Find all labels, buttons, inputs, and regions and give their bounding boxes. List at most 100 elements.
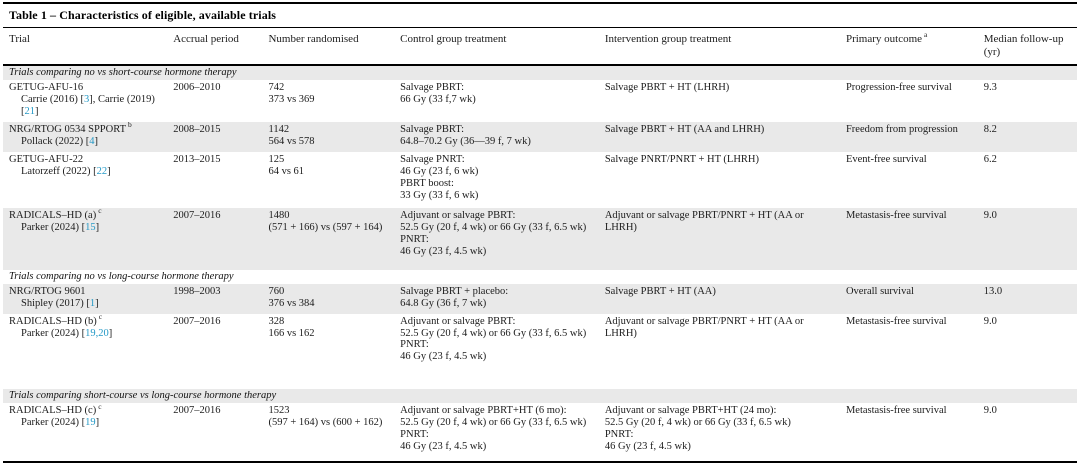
number-randomised-cell-line: 760 [268, 285, 285, 297]
control-treatment-cell-line: Adjuvant or salvage PBRT+HT (6 mo): [400, 405, 567, 417]
number-randomised-cell: 328 166 vs 162 [268, 314, 400, 390]
col-header-accrual-period: Accrual period [173, 28, 269, 67]
primary-outcome-cell: Metastasis-free survival [845, 209, 947, 221]
citation-ref-link[interactable]: 4 [89, 135, 95, 147]
trial-row: GETUG-AFU-22 Latorzeff (2022) [22] 2013–20… [3, 152, 1077, 208]
intervention-treatment-cell-line: Salvage PBRT + HT (LHRH) [604, 82, 730, 94]
control-treatment-cell-line: 66 Gy (33 f,7 wk) [400, 94, 476, 105]
trial-cell: RADICALS–HD (a) c Parker (2024) [15] [3, 207, 173, 270]
col-header-intervention-group: Intervention group treatment [604, 28, 846, 67]
median-followup-cell: 9.0 [983, 209, 997, 221]
accrual-period-cell: 2006–2010 [173, 82, 221, 94]
number-randomised-cell-line: 328 [268, 315, 285, 327]
control-treatment-cell-line: 64.8–70.2 Gy (36—39 f, 7 wk) [400, 135, 531, 147]
control-treatment-cell: Salvage PNRT: 46 Gy (23 f, 6 wk) PBRT boos… [400, 152, 605, 208]
number-randomised-cell-line: 1480 [268, 209, 290, 221]
control-treatment-cell-line: 46 Gy (23 f, 6 wk) [400, 165, 479, 177]
intervention-treatment-cell-line: Adjuvant or salvage PBRT+HT (24 mo): [604, 405, 777, 417]
control-treatment-cell-line: 52.5 Gy (20 f, 4 wk) or 66 Gy (33 f, 6.5… [400, 221, 587, 233]
trial-citation: Pollack (2022) [4] [21, 135, 98, 147]
footnote-marker-a: a [924, 30, 928, 40]
control-treatment-cell: Salvage PBRT: 66 Gy (33 f,7 wk) [400, 80, 605, 122]
median-followup-cell: 9.3 [983, 82, 997, 94]
control-treatment-cell: Adjuvant or salvage PBRT: 52.5 Gy (20 f, … [400, 208, 605, 270]
trial-row: GETUG-AFU-16 Carrie (2016) [3], Carrie (2… [3, 80, 1077, 122]
number-randomised-cell: 760 376 vs 384 [268, 284, 400, 314]
intervention-treatment-cell-line: Salvage PBRT + HT (AA and LHRH) [604, 123, 765, 135]
intervention-treatment-cell-line: 46 Gy (23 f, 4.5 wk) [604, 441, 691, 453]
intervention-treatment-cell-line: PNRT: [604, 429, 634, 441]
number-randomised-cell-line: (571 + 166) vs (597 + 164) [268, 221, 383, 233]
accrual-period-cell: 2007–2016 [173, 405, 221, 417]
intervention-treatment-cell-line: Adjuvant or salvage PBRT/PNRT + HT (AA o… [604, 209, 804, 233]
number-randomised-cell: 1480 (571 + 166) vs (597 + 164) [268, 208, 400, 270]
number-randomised-cell: 1523 (597 + 164) vs (600 + 162) [268, 403, 400, 462]
col-header-trial: Trial [3, 28, 174, 67]
section-header-row: Trials comparing no vs short-course horm… [3, 65, 1077, 81]
trial-citation: Carrie (2016) [3], Carrie (2019) [21] [21, 94, 155, 117]
control-treatment-cell-line: 33 Gy (33 f, 6 wk) [400, 189, 479, 201]
citation-ref-link[interactable]: 22 [96, 165, 108, 177]
control-treatment-cell: Adjuvant or salvage PBRT: 52.5 Gy (20 f, … [400, 314, 605, 390]
number-randomised-cell-line: 125 [268, 153, 285, 165]
control-treatment-cell-line: Salvage PBRT + placebo: [400, 285, 509, 297]
number-randomised-cell-line: 742 [268, 82, 285, 94]
primary-outcome-label: Primary outcome [845, 33, 923, 45]
table-header: Trial Accrual period Number randomised C… [3, 28, 1077, 67]
trial-name: GETUG-AFU-16 [9, 82, 84, 94]
table-body: Trials comparing no vs short-course horm… [3, 65, 1077, 463]
number-randomised-cell: 125 64 vs 61 [268, 152, 400, 208]
control-treatment-cell-line: 52.5 Gy (20 f, 4 wk) or 66 Gy (33 f, 6.5… [400, 327, 587, 339]
trial-cell: RADICALS–HD (b) c Parker (2024) [19,20] [3, 312, 173, 390]
intervention-treatment-cell: Salvage PBRT + HT (AA and LHRH) [605, 122, 846, 152]
citation-ref-link[interactable]: 19,20 [85, 327, 109, 339]
trials-table: Table 1 – Characteristics of eligible, a… [3, 2, 1077, 463]
control-treatment-cell-line: Salvage PNRT: [400, 153, 465, 165]
intervention-treatment-cell: Salvage PBRT + HT (AA) [605, 284, 846, 314]
number-randomised-cell-line: 376 vs 384 [268, 297, 315, 309]
table-title: Table 1 – Characteristics of eligible, a… [3, 2, 1077, 28]
section-label: Trials comparing short-course vs long-co… [9, 390, 277, 402]
median-followup-cell: 9.0 [983, 405, 997, 417]
primary-outcome-cell: Overall survival [845, 285, 914, 297]
number-randomised-cell-line: 166 vs 162 [268, 327, 315, 339]
trial-row: NRG/RTOG 0534 SPPORT b Pollack (2022) [4] 2… [3, 121, 1077, 152]
trial-name: RADICALS–HD (b) c [9, 312, 103, 327]
section-label: Trials comparing no vs short-course horm… [9, 67, 237, 79]
number-randomised-cell-line: 373 vs 369 [268, 94, 315, 105]
trial-citation: Parker (2024) [19,20] [21, 327, 113, 339]
citation-ref-link[interactable]: 1 [89, 297, 96, 309]
control-treatment-cell: Adjuvant or salvage PBRT+HT (6 mo): 52.5 … [400, 403, 605, 462]
intervention-treatment-cell-line: Salvage PBRT + HT (AA) [604, 285, 716, 297]
accrual-period-cell: 1998–2003 [173, 285, 221, 297]
primary-outcome-cell: Metastasis-free survival [845, 405, 947, 417]
control-treatment-cell-line: Salvage PBRT: [400, 123, 465, 135]
trial-name: RADICALS–HD (c) c [9, 401, 102, 417]
citation-ref-link[interactable]: 21 [24, 105, 36, 117]
col-header-primary-outcome: Primary outcome a [845, 28, 984, 67]
trial-citation: Parker (2024) [15] [21, 221, 100, 233]
col-header-median-followup: Median follow-up (yr) [983, 28, 1077, 67]
trial-citation: Latorzeff (2022) [22] [21, 165, 111, 177]
citation-ref-link[interactable]: 19 [85, 417, 96, 429]
control-treatment-cell-line: 46 Gy (23 f, 4.5 wk) [400, 441, 487, 453]
control-treatment-cell-line: 52.5 Gy (20 f, 4 wk) or 66 Gy (33 f, 6.5… [400, 417, 587, 429]
trial-cell: NRG/RTOG 0534 SPPORT b Pollack (2022) [4] [3, 121, 173, 152]
median-followup-cell: 13.0 [983, 285, 1003, 297]
citation-ref-link[interactable]: 15 [85, 221, 96, 233]
trial-row: RADICALS–HD (b) c Parker (2024) [19,20] 200… [3, 312, 1077, 390]
number-randomised-cell-line: 64 vs 61 [268, 165, 305, 177]
control-treatment-cell-line: PNRT: [400, 339, 429, 351]
primary-outcome-cell: Event-free survival [845, 153, 927, 165]
control-treatment-cell: Salvage PBRT + placebo: 64.8 Gy (36 f, 7 … [400, 284, 605, 314]
intervention-treatment-cell: Adjuvant or salvage PBRT/PNRT + HT (AA o… [605, 314, 846, 390]
trial-cell: GETUG-AFU-16 Carrie (2016) [3], Carrie (2… [3, 80, 173, 122]
col-header-control-group: Control group treatment [400, 28, 605, 67]
trial-cell: NRG/RTOG 9601 Shipley (2017) [1] [3, 284, 173, 314]
citation-ref-link[interactable]: 3 [83, 94, 90, 105]
intervention-treatment-cell-line: 52.5 Gy (20 f, 4 wk) or 66 Gy (33 f, 6.5… [604, 417, 791, 429]
median-followup-cell: 8.2 [983, 123, 997, 135]
intervention-treatment-cell: Salvage PNRT/PNRT + HT (LHRH) [605, 152, 846, 208]
trial-row: RADICALS–HD (c) c Parker (2024) [19] 2007–2… [3, 403, 1077, 462]
control-treatment-cell-line: Salvage PBRT: [400, 82, 465, 94]
